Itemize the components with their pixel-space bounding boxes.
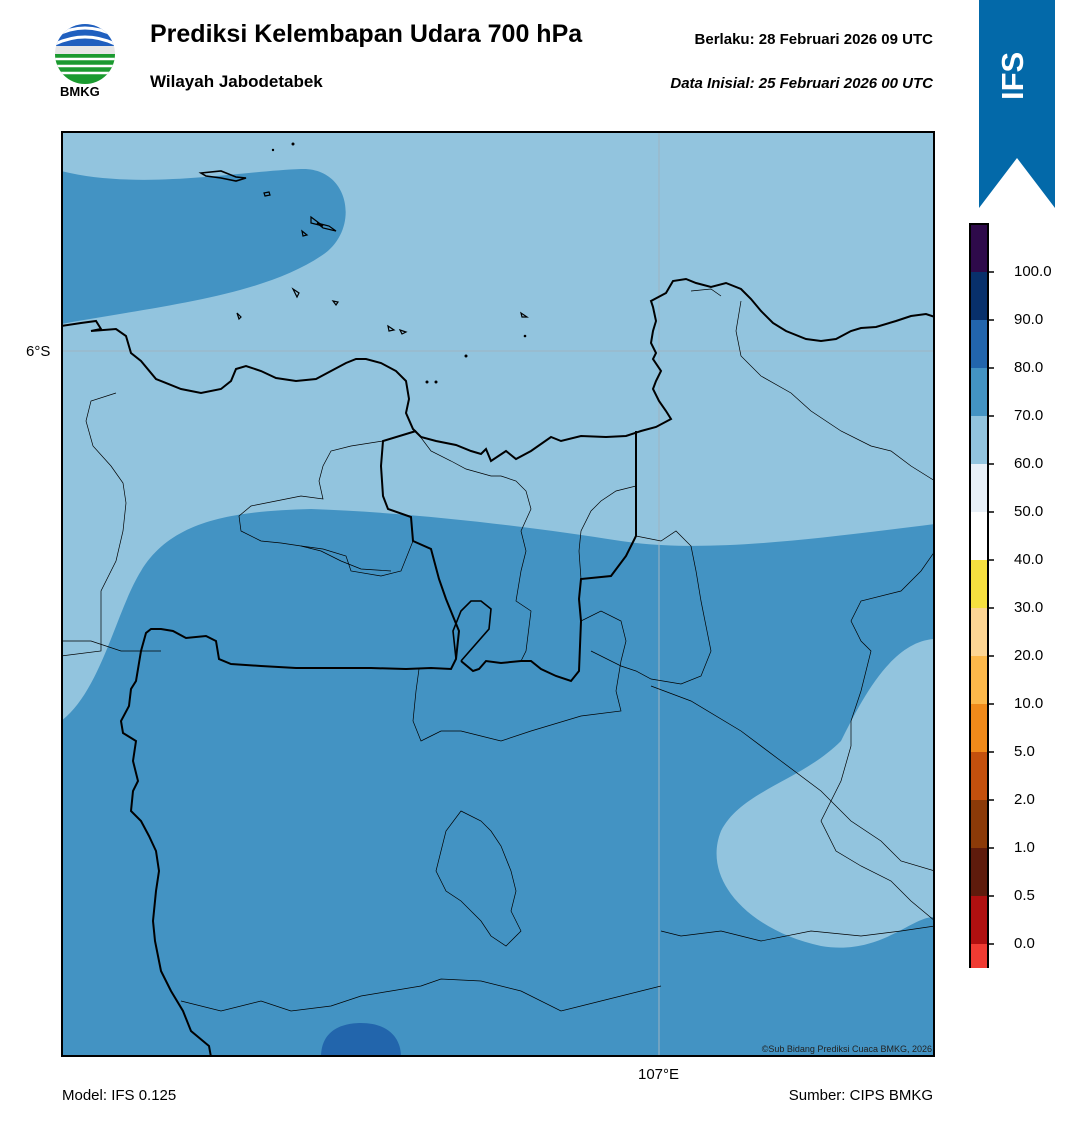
- colorbar-segment: [970, 608, 988, 656]
- colorbar-segment: [970, 272, 988, 320]
- colorbar-tick-label: 2.0: [1014, 791, 1035, 808]
- colorbar-tick-label: 90.0: [1014, 311, 1044, 328]
- ifs-badge-text: IFS: [995, 51, 1030, 100]
- map-title: Prediksi Kelembapan Udara 700 hPa: [150, 20, 583, 48]
- humidity-70-80-area-south: [62, 509, 934, 1056]
- colorbar-segment: [970, 368, 988, 416]
- colorbar-tick-label: 60.0: [1014, 455, 1044, 472]
- initial-time: Data Inisial: 25 Februari 2026 00 UTC: [670, 75, 933, 92]
- island-4: [263, 191, 271, 197]
- map-subtitle: Wilayah Jabodetabek: [150, 72, 323, 91]
- coastline: [62, 277, 934, 463]
- humidity-60-70-area-southeast: [716, 639, 934, 948]
- copyright-text: ©Sub Bidang Prediksi Cuaca BMKG, 2026: [761, 1044, 932, 1054]
- ifs-badge: [979, 0, 1055, 208]
- humidity-80-90-area: [321, 1023, 401, 1056]
- colorbar: [969, 223, 994, 968]
- island-17: [301, 229, 309, 237]
- island-11: [520, 311, 529, 318]
- colorbar-segment: [970, 320, 988, 368]
- colorbar-segment: [970, 560, 988, 608]
- colorbar-tick-label: 0.5: [1014, 887, 1035, 904]
- island-8: [236, 312, 242, 321]
- colorbar-tick-label: 1.0: [1014, 839, 1035, 856]
- colorbar-tick-label: 100.0: [1014, 263, 1052, 280]
- island-7: [331, 300, 339, 307]
- colorbar-tick-label: 30.0: [1014, 599, 1044, 616]
- island-5: [316, 222, 337, 232]
- colorbar-segment: [970, 464, 988, 512]
- colorbar-tick-label: 20.0: [1014, 647, 1044, 664]
- map-panel: [61, 131, 935, 1057]
- island-12: [523, 334, 527, 338]
- colorbar-segment: [970, 512, 988, 560]
- valid-time: Berlaku: 28 Februari 2026 09 UTC: [694, 31, 933, 48]
- colorbar-segment: [970, 800, 988, 848]
- source-label: Sumber: CIPS BMKG: [788, 1087, 933, 1104]
- logo-text: BMKG: [60, 84, 100, 99]
- island-2: [291, 142, 295, 146]
- colorbar-segment: [970, 704, 988, 752]
- colorbar-segment: [970, 896, 988, 944]
- regency-boundaries: [62, 288, 934, 1012]
- island-6: [291, 287, 300, 299]
- colorbar-tick-label: 80.0: [1014, 359, 1044, 376]
- island-14: [425, 380, 429, 384]
- island-9: [387, 324, 396, 332]
- island-13: [464, 354, 468, 358]
- province-boundary-east: [460, 431, 637, 683]
- colorbar-segment: [970, 944, 988, 968]
- colorbar-tick-label: 40.0: [1014, 551, 1044, 568]
- colorbar-segment: [970, 656, 988, 704]
- island-1: [198, 170, 247, 182]
- colorbar-segment: [970, 752, 988, 800]
- province-boundary-mid: [452, 600, 492, 662]
- colorbar-segment: [970, 848, 988, 896]
- colorbar-segment: [970, 224, 988, 272]
- colorbar-segment: [970, 416, 988, 464]
- colorbar-tick-label: 70.0: [1014, 407, 1044, 424]
- longitude-label: 107°E: [638, 1066, 680, 1083]
- latitude-label: 6°S: [26, 343, 51, 360]
- island-3: [271, 148, 275, 152]
- humidity-70-80-area-north: [62, 168, 346, 324]
- island-16: [310, 215, 324, 227]
- colorbar-tick-label: 50.0: [1014, 503, 1044, 520]
- colorbar-tick-label: 0.0: [1014, 935, 1035, 952]
- bmkg-logo-icon: [55, 24, 115, 84]
- island-15: [434, 380, 438, 384]
- island-10: [398, 328, 408, 335]
- colorbar-tick-label: 10.0: [1014, 695, 1044, 712]
- colorbar-tick-label: 5.0: [1014, 743, 1035, 760]
- province-boundary: [119, 430, 461, 1056]
- model-label: Model: IFS 0.125: [62, 1087, 177, 1104]
